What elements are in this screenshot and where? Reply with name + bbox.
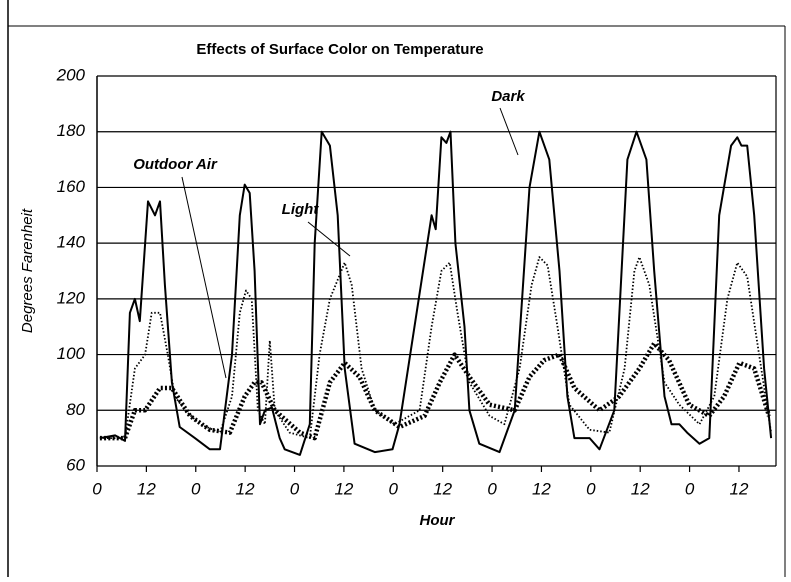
x-tick-label: 0 bbox=[92, 479, 102, 498]
y-tick-label: 120 bbox=[57, 288, 86, 307]
chart-title: Effects of Surface Color on Temperature bbox=[196, 41, 483, 58]
series-label: Outdoor Air bbox=[133, 156, 218, 173]
leader-line bbox=[499, 107, 519, 156]
x-tick-label: 12 bbox=[730, 479, 749, 498]
x-tick-label: 0 bbox=[586, 479, 596, 498]
y-tick-label: 60 bbox=[66, 455, 85, 474]
x-tick-label: 12 bbox=[334, 479, 353, 498]
label-bg bbox=[130, 155, 220, 175]
x-tick-label: 0 bbox=[685, 479, 695, 498]
x-tick-label: 0 bbox=[487, 479, 497, 498]
x-tick-label: 12 bbox=[236, 479, 255, 498]
y-tick-label: 140 bbox=[57, 233, 86, 252]
y-tick-label: 100 bbox=[57, 344, 86, 363]
series-label: Light bbox=[282, 201, 320, 218]
series-label: Dark bbox=[491, 88, 525, 105]
x-axis-label: Hour bbox=[420, 512, 456, 529]
x-tick-label: 0 bbox=[290, 479, 300, 498]
series-line bbox=[99, 130, 773, 456]
y-tick-label: 180 bbox=[57, 121, 86, 140]
series-line bbox=[99, 341, 772, 441]
y-tick-label: 200 bbox=[56, 65, 86, 84]
x-tick-label: 12 bbox=[433, 479, 452, 498]
x-tick-label: 12 bbox=[631, 479, 650, 498]
leader-line bbox=[307, 221, 351, 257]
y-tick-label: 80 bbox=[66, 400, 85, 419]
y-tick-label: 160 bbox=[57, 177, 86, 196]
x-tick-label: 0 bbox=[389, 479, 399, 498]
x-tick-label: 12 bbox=[532, 479, 551, 498]
x-tick-label: 12 bbox=[137, 479, 156, 498]
series-line bbox=[99, 256, 772, 439]
x-tick-label: 0 bbox=[191, 479, 201, 498]
y-axis-label: Degrees Farenheit bbox=[19, 208, 36, 333]
leader-line bbox=[181, 176, 227, 379]
